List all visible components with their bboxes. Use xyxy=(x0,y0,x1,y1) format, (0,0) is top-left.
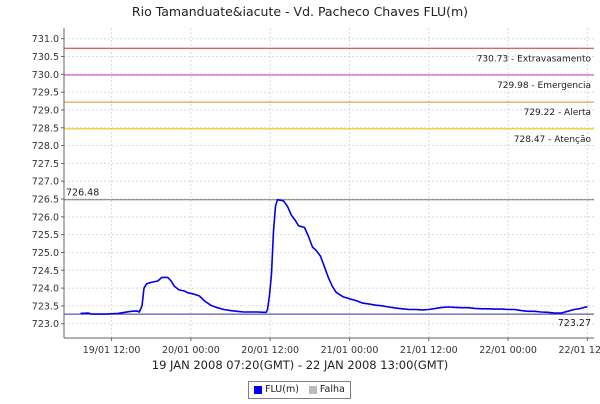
y-tick-label: 727.5 xyxy=(32,159,59,170)
y-tick-label: 726.0 xyxy=(32,212,59,223)
y-tick-label: 729.0 xyxy=(32,105,59,116)
threshold-label: 729.22 - Alerta xyxy=(524,108,591,118)
legend-swatch-falha xyxy=(308,386,317,394)
y-tick-label: 728.0 xyxy=(32,141,59,152)
x-tick-label: 19/01 12:00 xyxy=(83,345,141,356)
y-tick-label: 723.0 xyxy=(32,319,59,330)
legend-label-flu: FLU(m) xyxy=(265,384,299,395)
y-tick-label: 730.5 xyxy=(32,52,59,63)
legend-item-falha: Falha xyxy=(308,384,345,396)
y-tick-label: 724.0 xyxy=(32,284,59,295)
plot-area: 723.0 723.5 724.0 724.5 725.0 725.5 726.0 726.5… xyxy=(32,28,600,356)
x-tick-label: 21/01 12:00 xyxy=(400,345,458,356)
x-tick-label: 20/01 12:00 xyxy=(241,345,299,356)
x-axis-label: 19 JAN 2008 07:20(GMT) - 22 JAN 2008 13:… xyxy=(152,358,448,372)
y-tick-label: 726.5 xyxy=(32,195,59,206)
legend: FLU(m) Falha xyxy=(248,381,351,399)
y-tick-label: 725.5 xyxy=(32,230,59,241)
threshold-label: 730.73 - Extravasamento xyxy=(477,54,592,64)
threshold-label: 728.47 - Atenção xyxy=(514,135,592,145)
x-tick-label: 20/01 00:00 xyxy=(162,345,220,356)
y-tick-label: 729.5 xyxy=(32,88,59,99)
legend-swatch-flu xyxy=(254,386,262,394)
max-label: 726.48 xyxy=(66,188,99,199)
legend-label-falha: Falha xyxy=(319,384,345,395)
x-tick-label: 21/01 00:00 xyxy=(321,345,379,356)
chart-title: Rio Tamanduate&iacute - Vd. Pacheco Chav… xyxy=(132,4,468,19)
y-tick-label: 723.5 xyxy=(32,301,59,312)
y-tick-label: 725.0 xyxy=(32,248,59,259)
threshold-label: 729.98 - Emergencia xyxy=(497,81,591,91)
legend-item-flu: FLU(m) xyxy=(254,384,299,396)
y-tick-label: 730.0 xyxy=(32,70,59,81)
y-tick-label: 727.0 xyxy=(32,177,59,188)
y-tick-label: 724.5 xyxy=(32,266,59,277)
series-line-flu xyxy=(80,198,588,315)
y-tick-label: 731.0 xyxy=(32,34,59,45)
x-tick-label: 22/01 00:00 xyxy=(479,345,537,356)
y-tick-label: 728.5 xyxy=(32,123,59,134)
min-label: 723.27 xyxy=(558,318,591,329)
x-tick-label: 22/01 12:00 xyxy=(559,345,600,356)
plot-background xyxy=(64,28,594,338)
